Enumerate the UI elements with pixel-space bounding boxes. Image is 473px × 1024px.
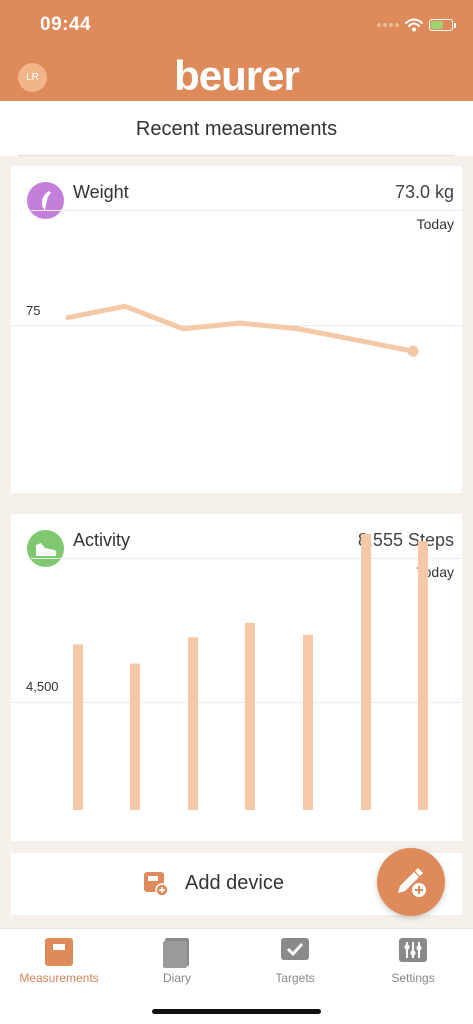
tab-label: Settings [391, 971, 435, 985]
weight-label: Weight [73, 182, 129, 202]
section-header: Recent measurements [0, 101, 473, 156]
activity-chart [73, 534, 428, 810]
tab-bar: Measurements Diary Targets Settings [0, 928, 473, 1024]
tab-label: Diary [162, 971, 191, 985]
activity-bar [188, 637, 198, 810]
activity-reference-line [11, 702, 462, 703]
settings-icon [399, 938, 427, 962]
divider [18, 155, 455, 156]
targets-icon [281, 938, 309, 960]
activity-bar [418, 541, 428, 810]
tab-diary[interactable]: Diary [118, 929, 236, 999]
weight-reference-label: 75 [26, 303, 41, 318]
activity-bar [245, 622, 255, 810]
tab-measurements[interactable]: Measurements [0, 929, 118, 999]
diary-icon [163, 938, 189, 968]
add-measurement-fab[interactable] [377, 848, 445, 916]
activity-bar [303, 634, 313, 810]
tab-label: Measurements [19, 971, 99, 985]
weight-latest-point [407, 345, 419, 357]
activity-label: Activity [73, 530, 131, 550]
tab-targets[interactable]: Targets [236, 929, 354, 999]
wifi-icon [405, 18, 423, 32]
measurements-icon [45, 938, 73, 966]
pen-plus-icon [398, 868, 426, 897]
tab-settings[interactable]: Settings [354, 929, 472, 999]
activity-value: 8,555 Steps [357, 530, 454, 550]
weight-value: 73.0 kg [394, 182, 454, 202]
activity-reference-label: 4,500 [26, 679, 59, 694]
feather-icon [27, 182, 64, 219]
avatar[interactable]: LR [18, 63, 47, 92]
weight-series-line [65, 303, 416, 354]
activity-card[interactable]: Activity 8,555 Steps Today 4,500 [11, 514, 462, 841]
shoe-icon [27, 530, 64, 567]
page-title: Recent measurements [135, 118, 338, 140]
activity-bar [361, 534, 371, 810]
tab-label: Targets [275, 971, 315, 985]
activity-bar [73, 644, 83, 810]
divider [31, 210, 462, 211]
brand-logo: beurer [174, 52, 300, 99]
battery-icon [429, 19, 456, 31]
add-device-label: Add device [185, 872, 284, 894]
activity-bar [130, 663, 140, 810]
divider [31, 558, 462, 559]
add-device-icon [144, 872, 169, 897]
home-indicator [152, 1009, 321, 1014]
weight-card[interactable]: Weight 73.0 kg Today 75 [11, 166, 462, 493]
status-icons [377, 14, 456, 36]
status-time: 09:44 [40, 14, 92, 35]
app-header: 09:44 LR beurer [0, 0, 473, 101]
signal-icon [377, 23, 399, 27]
weight-chart [65, 303, 419, 357]
weight-period: Today [416, 216, 454, 232]
